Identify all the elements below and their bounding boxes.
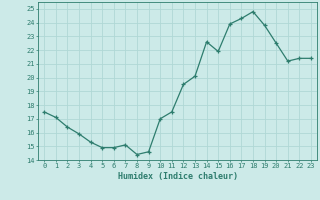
X-axis label: Humidex (Indice chaleur): Humidex (Indice chaleur) [118,172,238,181]
